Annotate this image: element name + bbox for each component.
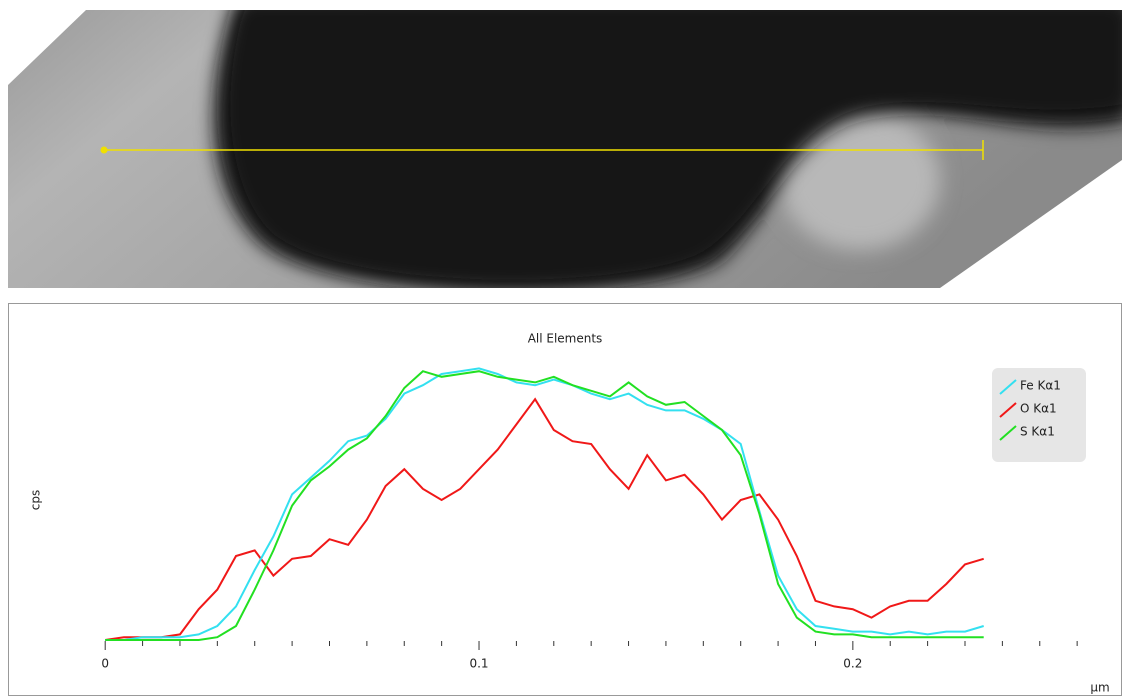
legend-label: O Kα1 [1020, 402, 1057, 416]
x-tick-label: 0.1 [469, 657, 488, 671]
x-axis-label: µm [1090, 681, 1109, 695]
legend-swatch [999, 425, 1017, 441]
series-line [105, 367, 984, 641]
legend-label: S Kα1 [1020, 425, 1055, 439]
series-line [105, 397, 984, 641]
y-axis-label: cps [29, 490, 43, 510]
legend-label: Fe Kα1 [1020, 379, 1061, 393]
legend-swatch [999, 379, 1017, 395]
series-line [105, 370, 984, 641]
micrograph [8, 10, 1122, 288]
legend-swatch [999, 402, 1017, 418]
legend-box [992, 368, 1086, 462]
x-tick-label: 0.2 [843, 657, 862, 671]
chart-title: All Elements [528, 332, 603, 346]
scan-start [100, 146, 108, 154]
x-tick-label: 0 [101, 657, 109, 671]
